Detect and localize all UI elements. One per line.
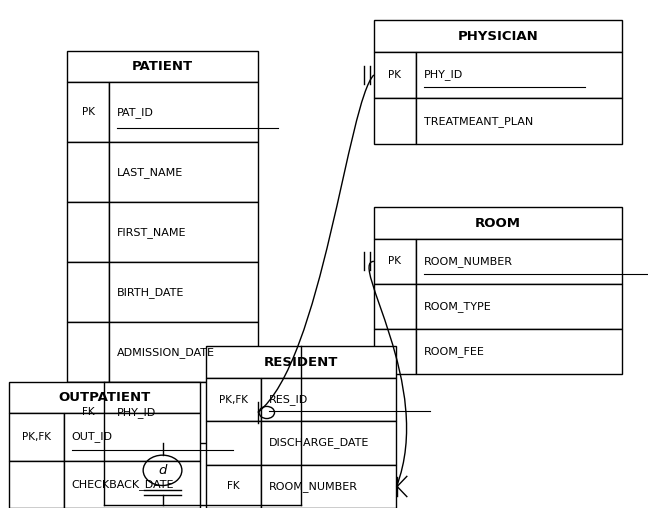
Text: DISCHARGE_DATE: DISCHARGE_DATE: [269, 437, 369, 449]
Bar: [109, 322, 258, 382]
Bar: [109, 262, 258, 322]
Bar: [109, 202, 258, 262]
Bar: [374, 52, 416, 98]
Text: TREATMEANT_PLAN: TREATMEANT_PLAN: [424, 115, 533, 127]
Text: FIRST_NAME: FIRST_NAME: [117, 227, 187, 238]
Bar: [374, 207, 622, 239]
Bar: [374, 239, 416, 284]
Bar: [416, 52, 622, 98]
Text: PATIENT: PATIENT: [132, 60, 193, 73]
Bar: [206, 421, 261, 464]
Bar: [374, 329, 416, 374]
Text: OUT_ID: OUT_ID: [72, 431, 113, 443]
Text: BIRTH_DATE: BIRTH_DATE: [117, 287, 184, 298]
Bar: [67, 382, 109, 443]
Text: FK: FK: [227, 481, 240, 492]
Text: RESIDENT: RESIDENT: [264, 356, 339, 368]
Text: ROOM_NUMBER: ROOM_NUMBER: [269, 481, 357, 492]
Bar: [67, 262, 109, 322]
Bar: [261, 378, 396, 421]
Bar: [109, 142, 258, 202]
Text: ROOM_TYPE: ROOM_TYPE: [424, 301, 492, 312]
Text: PK,FK: PK,FK: [219, 394, 248, 405]
Bar: [206, 464, 261, 508]
Text: PK: PK: [389, 70, 402, 80]
Text: CHECKBACK_DATE: CHECKBACK_DATE: [72, 479, 174, 490]
Text: d: d: [158, 464, 167, 477]
Text: PHY_ID: PHY_ID: [424, 69, 463, 80]
Text: ROOM_NUMBER: ROOM_NUMBER: [424, 256, 512, 267]
Bar: [67, 322, 109, 382]
Bar: [416, 98, 622, 144]
Bar: [67, 202, 109, 262]
Bar: [416, 284, 622, 329]
Bar: [9, 461, 64, 508]
Bar: [67, 51, 258, 82]
Text: ROOM_FEE: ROOM_FEE: [424, 346, 484, 357]
Bar: [67, 142, 109, 202]
Bar: [374, 20, 622, 52]
Text: ADMISSION_DATE: ADMISSION_DATE: [117, 347, 215, 358]
Text: FK: FK: [82, 407, 94, 417]
Text: PHY_ID: PHY_ID: [117, 407, 156, 418]
Bar: [109, 82, 258, 142]
Bar: [206, 378, 261, 421]
Text: LAST_NAME: LAST_NAME: [117, 167, 184, 178]
Bar: [64, 413, 200, 461]
Bar: [64, 461, 200, 508]
Text: OUTPATIENT: OUTPATIENT: [59, 391, 150, 404]
Text: RES_ID: RES_ID: [269, 394, 308, 405]
Bar: [67, 82, 109, 142]
Bar: [9, 413, 64, 461]
Text: PHYSICIAN: PHYSICIAN: [458, 30, 538, 42]
Text: ROOM: ROOM: [475, 217, 521, 229]
Bar: [416, 329, 622, 374]
Text: PAT_ID: PAT_ID: [117, 107, 154, 118]
Text: PK: PK: [389, 257, 402, 266]
Text: PK: PK: [82, 107, 95, 117]
Bar: [206, 346, 396, 378]
Bar: [374, 98, 416, 144]
Bar: [374, 284, 416, 329]
Bar: [261, 464, 396, 508]
Bar: [109, 382, 258, 443]
Bar: [416, 239, 622, 284]
Text: PK,FK: PK,FK: [22, 432, 51, 442]
Bar: [9, 382, 200, 413]
Bar: [261, 421, 396, 464]
